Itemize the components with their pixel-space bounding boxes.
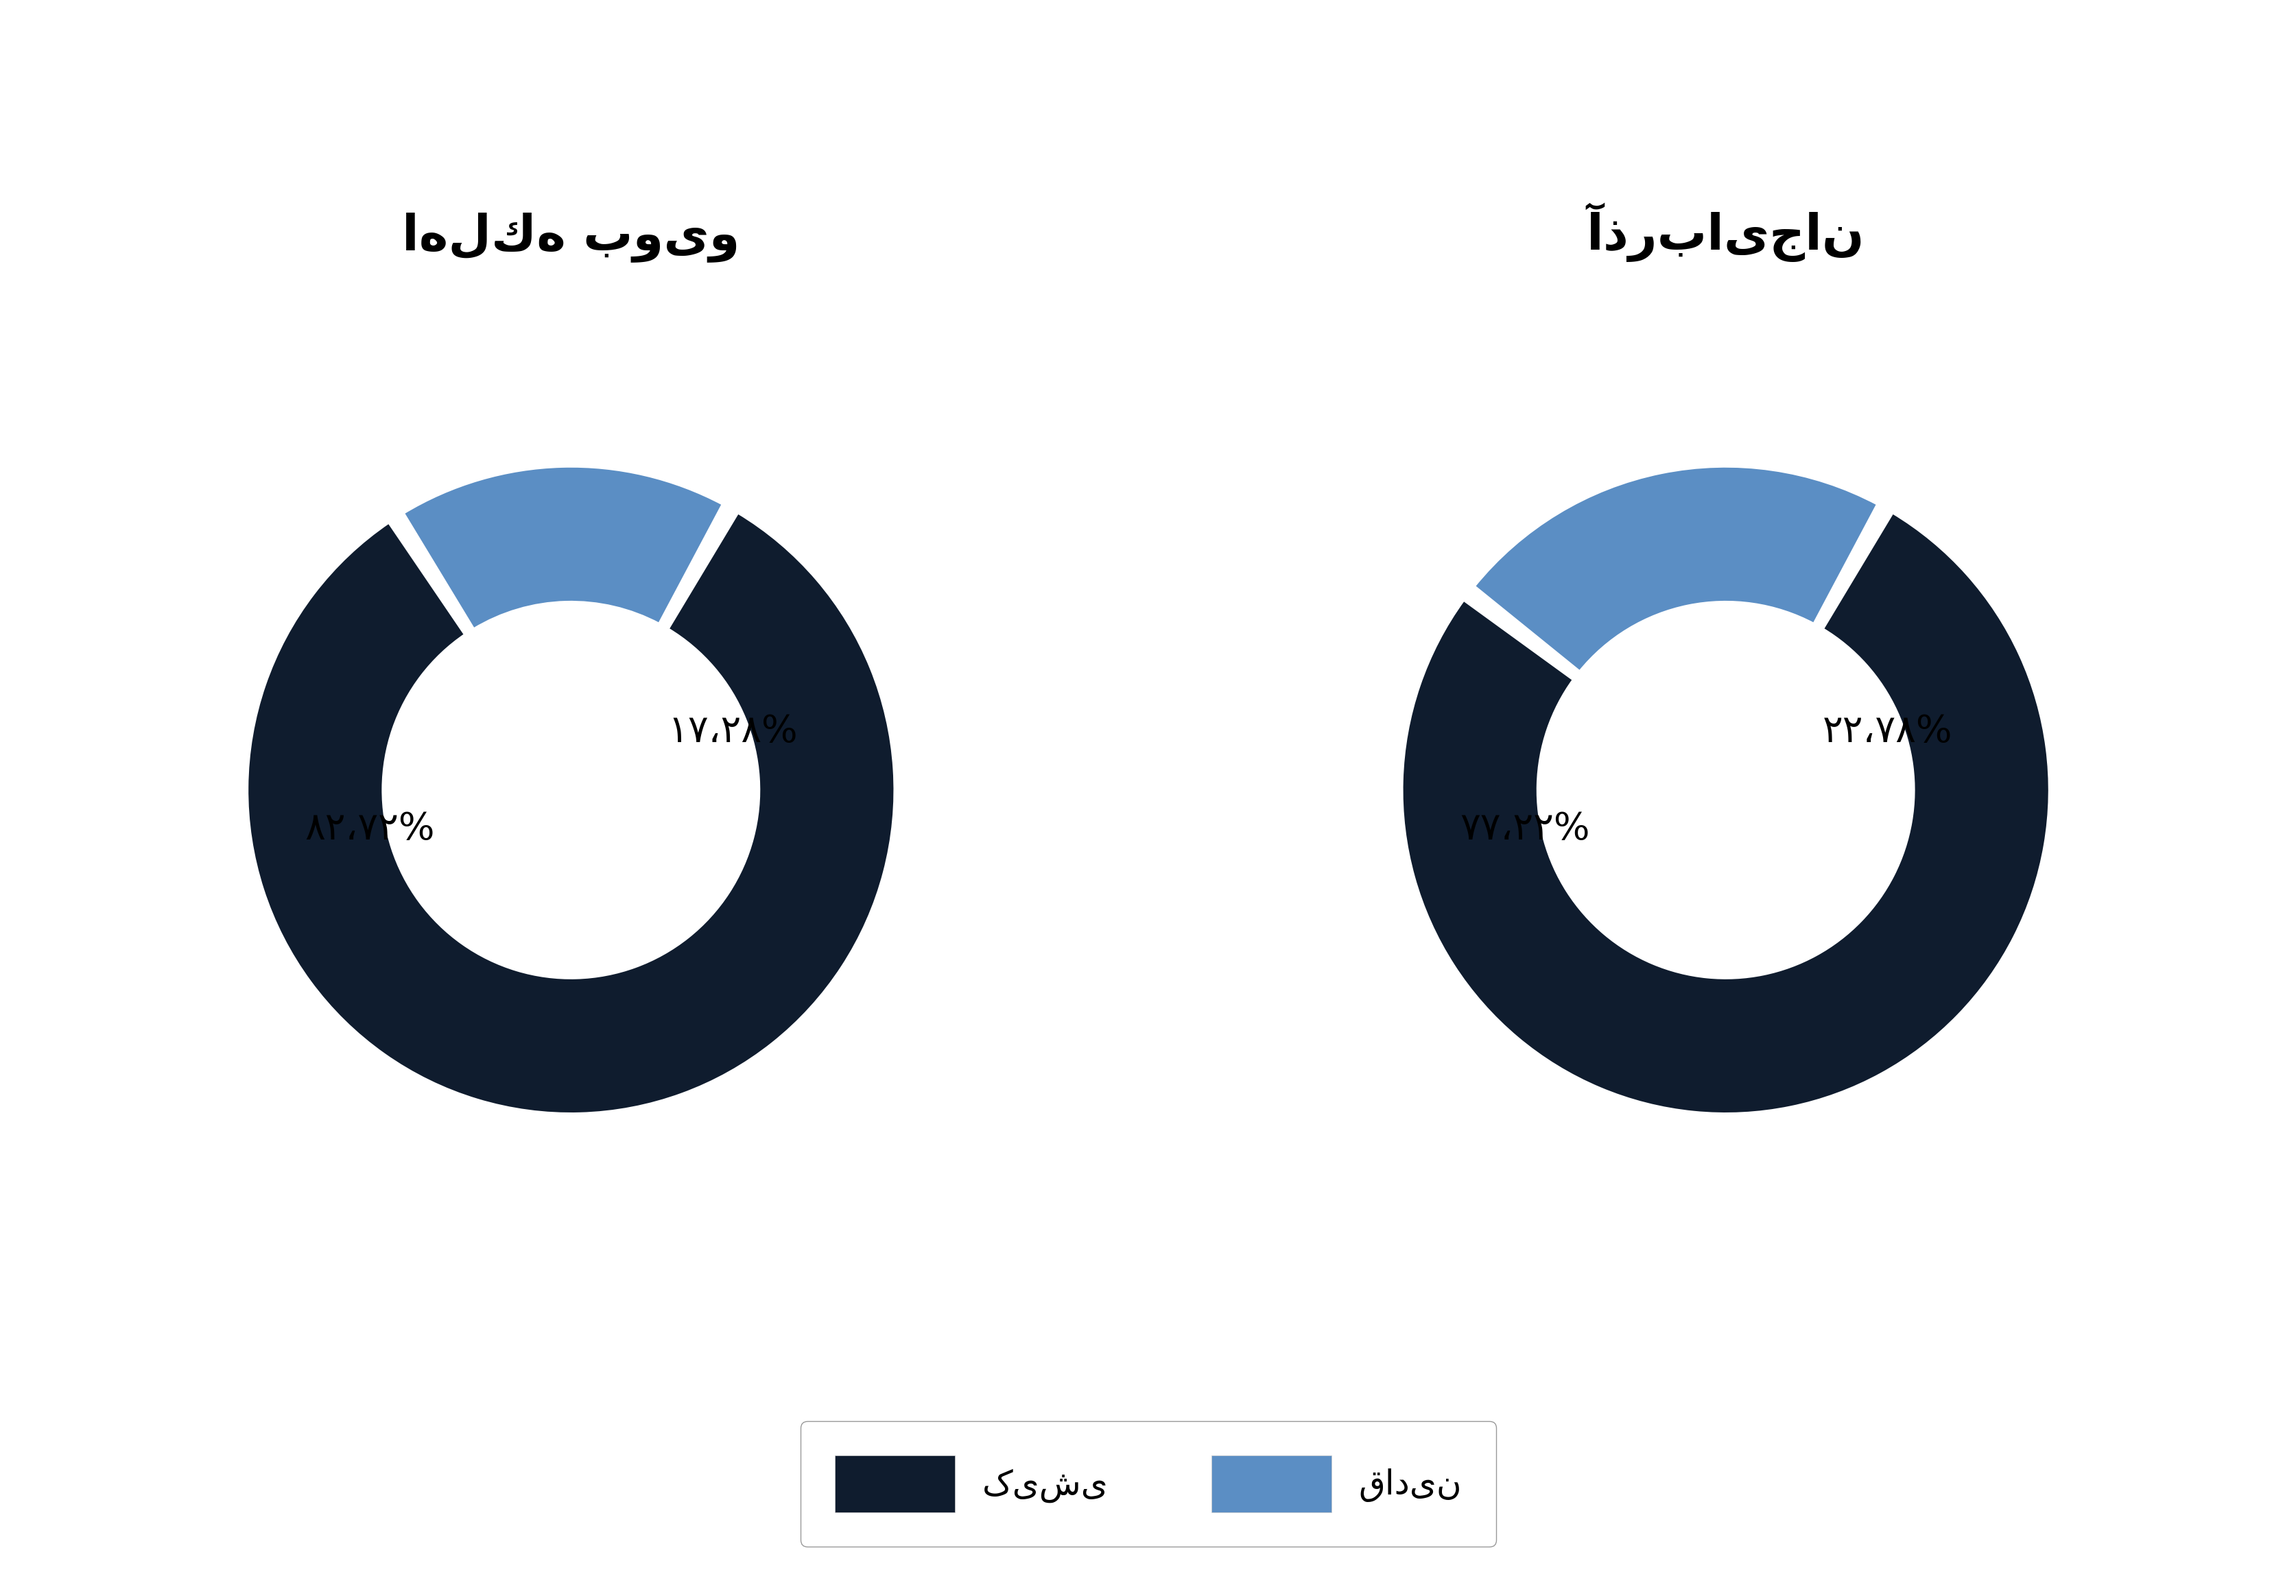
Text: ١٧،٢٨%: ١٧،٢٨% (668, 713, 797, 750)
Text: ٧٧،٢٢%: ٧٧،٢٢% (1460, 811, 1589, 847)
Wedge shape (1474, 466, 1878, 672)
Wedge shape (248, 512, 895, 1114)
Wedge shape (1401, 512, 2048, 1114)
Text: ٢٢،٧٨%: ٢٢،٧٨% (1823, 713, 1952, 750)
Title: اەلكه بویو: اەلكه بویو (402, 212, 739, 262)
Text: ٨٢،٧٢%: ٨٢،٧٢% (305, 811, 434, 847)
Title: آذربایجان: آذربایجان (1587, 203, 1864, 262)
Legend: کیشی, قادین: کیشی, قادین (801, 1420, 1495, 1547)
Wedge shape (404, 466, 723, 629)
